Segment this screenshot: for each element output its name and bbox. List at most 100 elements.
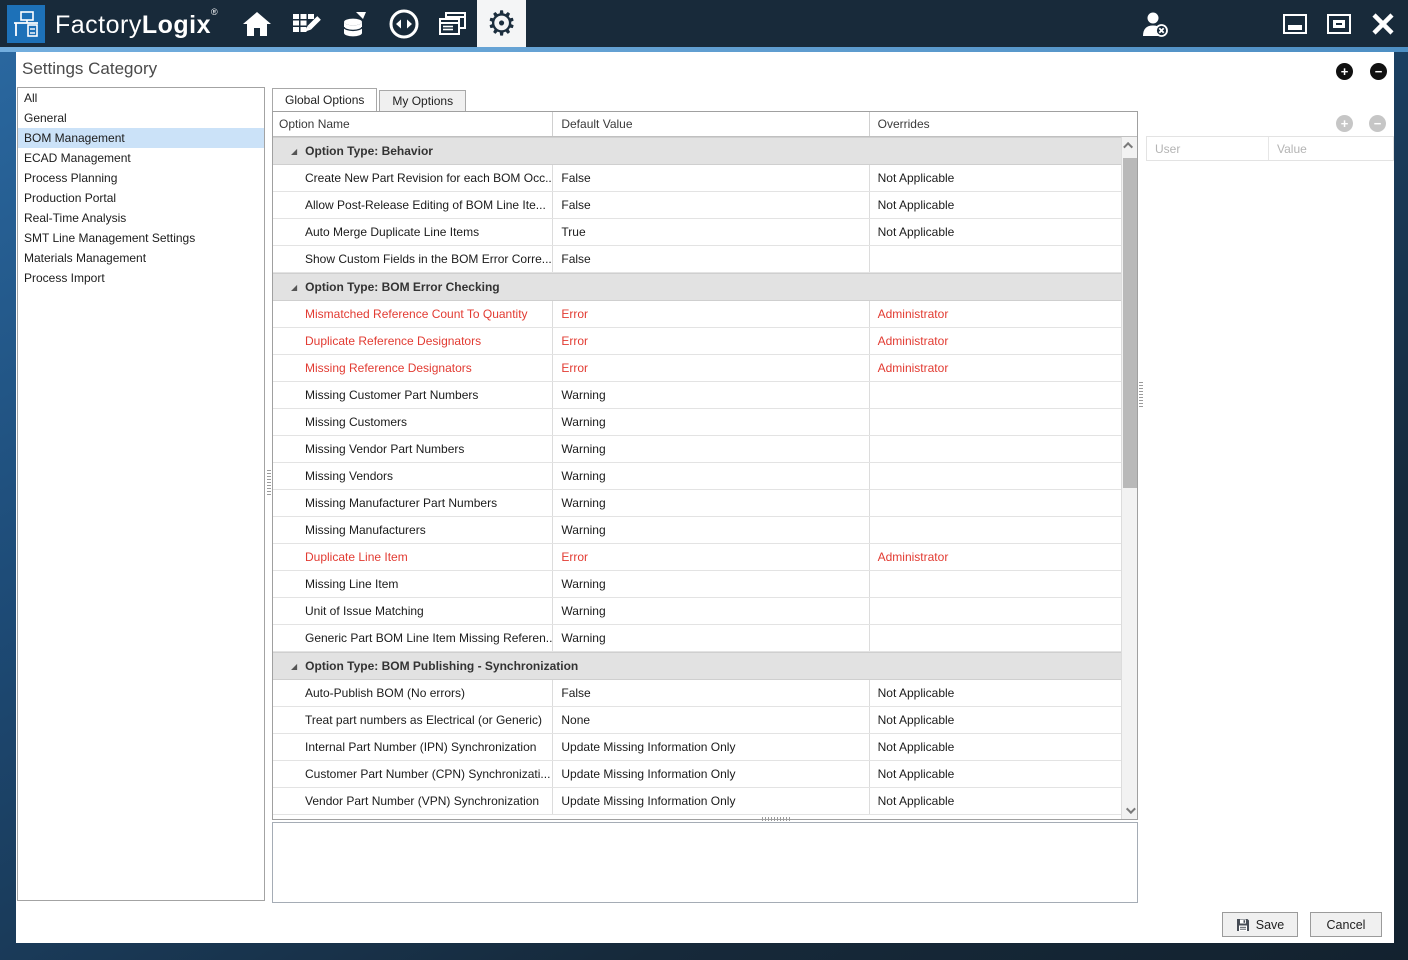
right-panel-splitter[interactable] xyxy=(1139,382,1143,408)
option-row-show-custom-fields-in-the-bom-error-corre[interactable]: Show Custom Fields in the BOM Error Corr… xyxy=(273,246,1122,273)
analytics-sync-icon[interactable] xyxy=(379,0,428,47)
option-row-duplicate-line-item[interactable]: Duplicate Line Item Error Administrator xyxy=(273,544,1122,571)
option-row-generic-part-bom-line-item-missing-referen[interactable]: Generic Part BOM Line Item Missing Refer… xyxy=(273,625,1122,652)
options-tabs: Global Options My Options xyxy=(272,88,467,111)
add-override-button[interactable]: + xyxy=(1336,115,1353,132)
option-name-cell: Unit of Issue Matching xyxy=(273,598,554,624)
group-row-option-type-bom-error-checking[interactable]: ◢ Option Type: BOM Error Checking xyxy=(273,273,1122,301)
option-row-missing-manufacturer-part-numbers[interactable]: Missing Manufacturer Part Numbers Warning xyxy=(273,490,1122,517)
option-name-cell: Missing Customers xyxy=(273,409,554,435)
default-value-cell: Warning xyxy=(553,436,870,462)
group-row-option-type-behavior[interactable]: ◢ Option Type: Behavior xyxy=(273,137,1122,165)
option-row-missing-customers[interactable]: Missing Customers Warning xyxy=(273,409,1122,436)
option-row-missing-line-item[interactable]: Missing Line Item Warning xyxy=(273,571,1122,598)
column-header-overrides[interactable]: Overrides xyxy=(877,117,930,131)
option-row-missing-customer-part-numbers[interactable]: Missing Customer Part Numbers Warning xyxy=(273,382,1122,409)
option-row-internal-part-number-ipn-synchronization[interactable]: Internal Part Number (IPN) Synchronizati… xyxy=(273,734,1122,761)
overrides-cell xyxy=(870,246,1121,272)
override-actions: + − xyxy=(1336,115,1386,132)
overrides-cell xyxy=(870,436,1121,462)
sidebar-item-process-planning[interactable]: Process Planning xyxy=(24,171,118,185)
option-row-treat-part-numbers-as-electrical-or-generic[interactable]: Treat part numbers as Electrical (or Gen… xyxy=(273,707,1122,734)
description-splitter[interactable] xyxy=(762,817,790,821)
overrides-cell xyxy=(870,490,1121,516)
save-button[interactable]: Save xyxy=(1222,912,1298,937)
option-name-cell: Internal Part Number (IPN) Synchronizati… xyxy=(273,734,554,760)
default-value-cell: Error xyxy=(553,355,870,381)
option-name-cell: Vendor Part Number (VPN) Synchronization xyxy=(273,788,554,814)
sidebar-item-materials-management[interactable]: Materials Management xyxy=(24,251,147,265)
sidebar-splitter[interactable] xyxy=(267,470,271,496)
overrides-header: User Value xyxy=(1146,136,1394,161)
titlebar: FactoryLogix® xyxy=(0,0,1408,47)
default-value-cell: Error xyxy=(553,544,870,570)
tab-my-options[interactable]: My Options xyxy=(379,90,467,111)
remove-override-button[interactable]: − xyxy=(1369,115,1386,132)
default-value-cell: Update Missing Information Only xyxy=(553,761,870,787)
logistics-windows-icon[interactable] xyxy=(428,0,477,47)
option-name-cell: Generic Part BOM Line Item Missing Refer… xyxy=(273,625,554,651)
close-button[interactable] xyxy=(1368,11,1398,37)
option-row-vendor-part-number-vpn-synchronization[interactable]: Vendor Part Number (VPN) Synchronization… xyxy=(273,788,1122,815)
remove-category-button[interactable]: − xyxy=(1370,63,1387,80)
sidebar-item-all[interactable]: All xyxy=(24,91,38,105)
option-row-auto-merge-duplicate-line-items[interactable]: Auto Merge Duplicate Line Items True Not A… xyxy=(273,219,1122,246)
default-value-cell: True xyxy=(553,219,870,245)
default-value-cell: False xyxy=(553,165,870,191)
column-header-value[interactable]: Value xyxy=(1277,141,1307,156)
group-label: Option Type: Behavior xyxy=(305,144,433,158)
option-name-cell: Auto Merge Duplicate Line Items xyxy=(273,219,554,245)
tab-global-options[interactable]: Global Options xyxy=(272,88,378,111)
option-row-unit-of-issue-matching[interactable]: Unit of Issue Matching Warning xyxy=(273,598,1122,625)
settings-gear-icon[interactable]: ⚙ xyxy=(477,0,527,47)
column-header-user[interactable]: User xyxy=(1147,137,1269,160)
option-row-auto-publish-bom-no-errors[interactable]: Auto-Publish BOM (No errors) False Not App… xyxy=(273,680,1122,707)
default-value-cell: Warning xyxy=(553,382,870,408)
column-header-filler xyxy=(1121,112,1137,136)
production-database-icon[interactable] xyxy=(330,0,379,47)
default-value-cell: Warning xyxy=(553,517,870,543)
description-box[interactable] xyxy=(272,822,1138,903)
user-signout-icon[interactable] xyxy=(1140,10,1170,38)
option-row-missing-vendor-part-numbers[interactable]: Missing Vendor Part Numbers Warning xyxy=(273,436,1122,463)
options-grid: Option Name Default Value Overrides ◢ Opt… xyxy=(272,111,1138,820)
scrollbar-thumb[interactable] xyxy=(1123,158,1137,488)
option-row-missing-vendors[interactable]: Missing Vendors Warning xyxy=(273,463,1122,490)
sidebar-item-smt-line-management-settings[interactable]: SMT Line Management Settings xyxy=(24,231,196,245)
grid-rows: ◢ Option Type: Behavior Create New Part Re… xyxy=(273,137,1122,819)
column-header-option-name[interactable]: Option Name xyxy=(273,112,554,136)
sidebar-item-bom-management[interactable]: BOM Management xyxy=(18,128,264,148)
option-name-cell: Missing Line Item xyxy=(273,571,554,597)
sidebar-item-ecad-management[interactable]: ECAD Management xyxy=(24,151,131,165)
home-icon[interactable] xyxy=(232,0,281,47)
overrides-cell: Not Applicable xyxy=(877,767,955,781)
overrides-cell xyxy=(870,463,1121,489)
minimize-button[interactable] xyxy=(1280,11,1310,37)
npi-grid-pencil-icon[interactable] xyxy=(281,0,330,47)
group-row-option-type-bom-publishing-synchronization[interactable]: ◢ Option Type: BOM Publishing - Synchroni… xyxy=(273,652,1122,680)
scroll-down-button[interactable] xyxy=(1122,802,1137,819)
save-floppy-icon xyxy=(1236,918,1249,931)
sidebar-item-process-import[interactable]: Process Import xyxy=(24,271,105,285)
scrollbar-track[interactable] xyxy=(1122,154,1137,802)
sidebar-item-production-portal[interactable]: Production Portal xyxy=(24,191,117,205)
option-row-customer-part-number-cpn-synchronizati[interactable]: Customer Part Number (CPN) Synchronizati… xyxy=(273,761,1122,788)
option-row-missing-reference-designators[interactable]: Missing Reference Designators Error Admini… xyxy=(273,355,1122,382)
option-row-allow-post-release-editing-of-bom-line-ite[interactable]: Allow Post-Release Editing of BOM Line I… xyxy=(273,192,1122,219)
scroll-up-button[interactable] xyxy=(1122,137,1137,154)
maximize-button[interactable] xyxy=(1324,11,1354,37)
factorylogix-logo-icon xyxy=(7,4,45,43)
sidebar-item-real-time-analysis[interactable]: Real-Time Analysis xyxy=(24,211,127,225)
add-category-button[interactable]: + xyxy=(1336,63,1353,80)
option-row-mismatched-reference-count-to-quantity[interactable]: Mismatched Reference Count To Quantity Er… xyxy=(273,301,1122,328)
column-header-default-value[interactable]: Default Value xyxy=(553,112,870,136)
option-row-missing-manufacturers[interactable]: Missing Manufacturers Warning xyxy=(273,517,1122,544)
overrides-panel: User Value xyxy=(1146,136,1394,161)
option-row-create-new-part-revision-for-each-bom-occ[interactable]: Create New Part Revision for each BOM Oc… xyxy=(273,165,1122,192)
option-row-duplicate-reference-designators[interactable]: Duplicate Reference Designators Error Admi… xyxy=(273,328,1122,355)
save-button-label: Save xyxy=(1255,917,1285,932)
cancel-button[interactable]: Cancel xyxy=(1310,912,1382,937)
sidebar-item-general[interactable]: General xyxy=(24,111,67,125)
vertical-scrollbar[interactable] xyxy=(1121,137,1137,819)
overrides-cell: Not Applicable xyxy=(877,198,955,212)
